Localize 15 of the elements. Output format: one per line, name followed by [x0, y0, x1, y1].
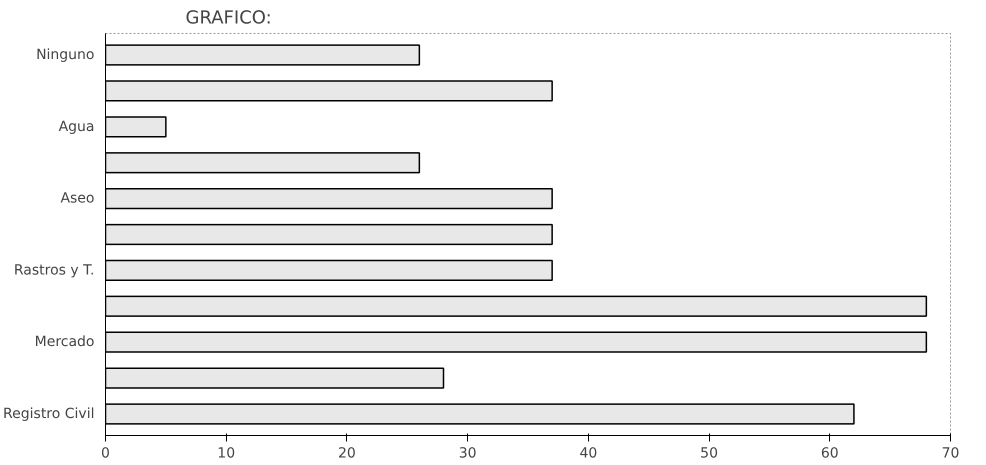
- x-tick-label: 10: [217, 446, 236, 462]
- chart-title: GRAFICO:: [186, 8, 272, 28]
- x-tick-label: 20: [338, 446, 356, 462]
- x-tick-label: 0: [101, 446, 110, 462]
- x-tick-label: 40: [579, 446, 598, 462]
- y-tick-label: Rastros y T.: [14, 262, 95, 278]
- y-tick-label: Aseo: [60, 190, 95, 207]
- x-tick-label: 50: [700, 446, 718, 462]
- x-tick-label: 30: [458, 446, 477, 462]
- x-tick-label: 60: [820, 446, 839, 462]
- y-tick-label: Ninguno: [36, 47, 95, 64]
- y-tick-label: Registro Civil: [3, 406, 95, 422]
- x-tick-label: 70: [942, 446, 960, 462]
- y-tick-label: Agua: [58, 118, 95, 135]
- y-tick-label: Mercado: [34, 334, 95, 350]
